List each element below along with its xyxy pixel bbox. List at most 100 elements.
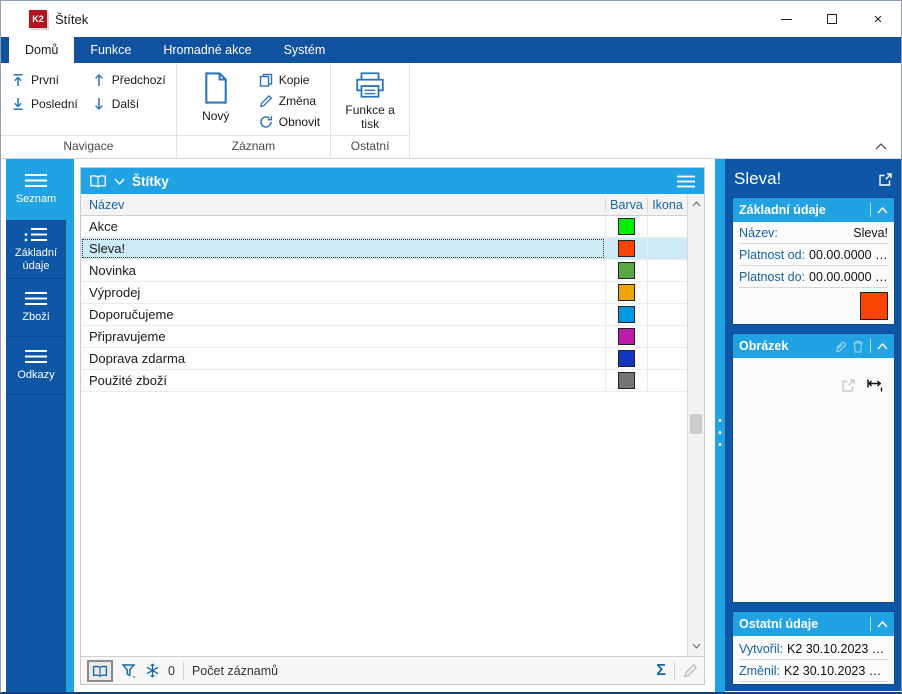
close-button[interactable]: × [855,1,901,37]
tab-domu[interactable]: Domů [9,37,75,63]
row-nazev-cell[interactable]: Připravujeme [89,329,166,344]
scroll-up-icon[interactable] [688,196,704,212]
edit-button[interactable]: Změna [259,94,320,108]
refresh-button[interactable]: Obnovit [259,115,320,129]
table-row[interactable]: Novinka [81,260,687,282]
collapse-chevron-icon[interactable] [877,342,888,350]
scroll-down-icon[interactable] [688,638,704,654]
row-barva-cell[interactable] [605,326,647,347]
previous-button[interactable]: Předchozí [92,73,166,87]
row-barva-cell[interactable] [605,348,647,369]
last-button[interactable]: Poslední [11,97,78,111]
copy-icon [259,73,273,87]
tab-system[interactable]: Systém [283,43,326,57]
minimize-icon [780,18,792,20]
table-row[interactable]: Doporučujeme [81,304,687,326]
column-header-ikona[interactable]: Ikona [647,197,687,212]
row-nazev-cell[interactable]: Výprodej [89,285,141,300]
row-ikona-cell[interactable] [647,216,687,237]
scrollbar-thumb[interactable] [690,414,702,434]
table-row[interactable]: Použité zboží [81,370,687,392]
tab-funkce[interactable]: Funkce [90,43,132,57]
pencil-icon [259,94,273,108]
new-button[interactable]: Nový [187,69,245,125]
row-barva-cell[interactable] [605,260,647,281]
sum-icon[interactable]: Σ [656,661,666,679]
tab-hromadne-akce[interactable]: Hromadné akce [163,43,252,57]
row-ikona-cell[interactable] [647,260,687,281]
collapse-chevron-icon[interactable] [877,206,888,214]
field-platnost-od[interactable]: Platnost od: 00.00.0000 00:0... [739,244,888,266]
row-ikona-cell[interactable] [647,348,687,369]
filter-icon[interactable] [121,663,137,679]
table-row[interactable]: Akce [81,216,687,238]
paperclip-icon[interactable] [833,340,846,353]
detail-panel: Sleva! Základní údaje Název: Sl [725,159,901,691]
next-button[interactable]: Další [92,97,166,111]
maximize-button[interactable] [809,1,855,37]
field-color[interactable] [739,288,888,324]
field-value: Sleva! [853,225,888,240]
sidebar-item-odkazy[interactable]: Odkazy [6,337,66,395]
chevron-down-icon[interactable] [114,178,125,185]
table-menu-icon[interactable] [676,175,696,188]
row-nazev-cell[interactable]: Sleva! [81,238,605,259]
records-table-panel: Štítky Název Barva Ikona Akce Sleva! Novin… [80,167,705,685]
book-view-button[interactable] [87,659,113,682]
image-placeholder[interactable] [733,358,894,602]
field-zmenil[interactable]: Změnil: K2 30.10.2023 14:45... [739,660,888,682]
section-header[interactable]: Základní údaje [733,198,894,222]
collapse-chevron-icon[interactable] [877,620,888,628]
table-row[interactable]: Připravujeme [81,326,687,348]
functions-print-button[interactable]: Funkce a tisk [341,69,399,133]
collapse-ribbon-button[interactable] [875,143,887,150]
vertical-scrollbar[interactable] [687,194,704,656]
table-row[interactable]: Doprava zdarma [81,348,687,370]
row-barva-cell[interactable] [605,282,647,303]
sidebar-item-zakladni-udaje[interactable]: Základní údaje [6,221,66,279]
copy-button[interactable]: Kopie [259,73,320,87]
column-header-nazev[interactable]: Název [89,197,125,212]
list-icon [23,291,49,306]
column-header-barva[interactable]: Barva [605,197,647,212]
row-ikona-cell[interactable] [647,370,687,391]
edit-pencil-icon[interactable] [683,663,698,678]
sidebar-item-seznam[interactable]: Seznam [6,159,66,221]
open-external-icon[interactable] [878,172,893,187]
color-swatch [618,306,635,323]
row-barva-cell[interactable] [605,304,647,325]
sidebar-splitter[interactable] [66,159,74,692]
first-button[interactable]: První [11,73,78,87]
field-vytvoril[interactable]: Vytvořil: K2 30.10.2023 14:4... [739,638,888,660]
minimize-button[interactable] [763,1,809,37]
book-icon[interactable] [89,174,107,188]
row-barva-cell[interactable] [605,238,647,259]
table-row[interactable]: Sleva! [81,238,687,260]
field-platnost-do[interactable]: Platnost do: 00.00.0000 00:0... [739,266,888,288]
row-ikona-cell[interactable] [647,282,687,303]
open-image-icon[interactable] [841,378,856,393]
section-zakladni-udaje: Základní údaje Název: Sleva! Platnost od… [732,197,895,325]
detail-color-swatch[interactable] [860,292,888,320]
section-header[interactable]: Obrázek [733,334,894,358]
row-nazev-cell[interactable]: Doprava zdarma [89,351,186,366]
detail-splitter[interactable] [715,159,725,692]
row-ikona-cell[interactable] [647,304,687,325]
row-ikona-cell[interactable] [647,326,687,347]
sidebar-item-zbozi[interactable]: Zboží [6,279,66,337]
filter-count: 0 [168,663,175,678]
trash-icon[interactable] [852,340,864,353]
row-nazev-cell[interactable]: Doporučujeme [89,307,174,322]
row-barva-cell[interactable] [605,370,647,391]
row-nazev-cell[interactable]: Použité zboží [89,373,168,388]
snowflake-icon[interactable] [145,663,160,678]
sidebar-item-label: Základní údaje [14,246,58,272]
row-barva-cell[interactable] [605,216,647,237]
table-row[interactable]: Výprodej [81,282,687,304]
section-header[interactable]: Ostatní údaje [733,612,894,636]
row-nazev-cell[interactable]: Novinka [89,263,136,278]
status-divider [182,661,184,680]
row-ikona-cell[interactable] [647,238,687,259]
field-nazev[interactable]: Název: Sleva! [739,222,888,244]
row-nazev-cell[interactable]: Akce [89,219,118,234]
